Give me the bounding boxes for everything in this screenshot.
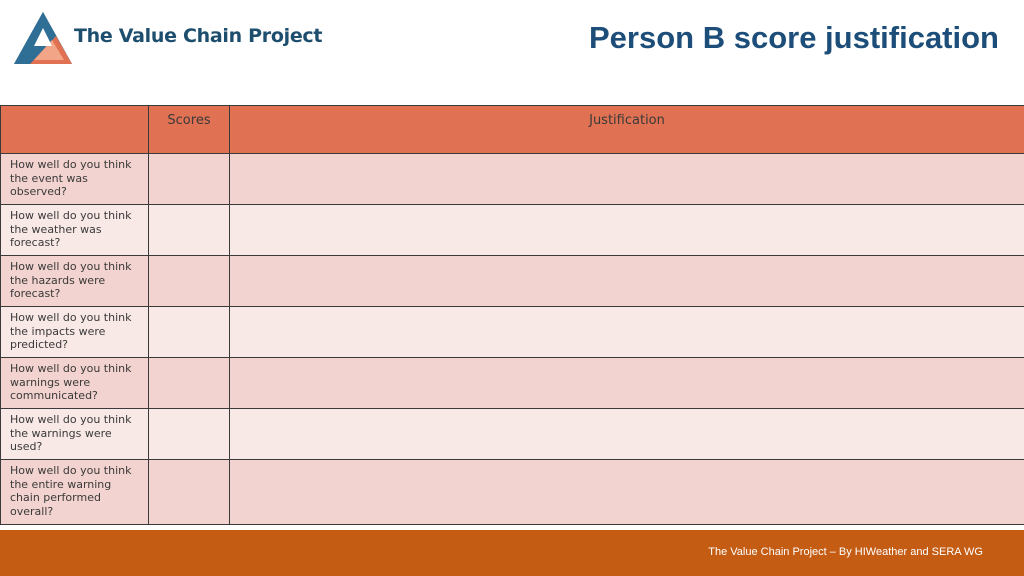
question-cell: How well do you think the hazards were f… [0, 255, 149, 307]
question-cell: How well do you think the event was obse… [0, 153, 149, 205]
justification-cell[interactable] [229, 204, 1024, 256]
question-cell: How well do you think the entire warning… [0, 459, 149, 525]
score-cell[interactable] [148, 459, 230, 525]
table-row: How well do you think the weather was fo… [0, 204, 1024, 256]
justification-cell[interactable] [229, 408, 1024, 460]
slide-title: Person B score justification [589, 20, 999, 55]
table-row: How well do you think the hazards were f… [0, 255, 1024, 307]
score-justification-table: Scores Justification How well do you thi… [0, 105, 1024, 525]
table-row: How well do you think the entire warning… [0, 459, 1024, 525]
question-cell: How well do you think warnings were comm… [0, 357, 149, 409]
question-cell: How well do you think the weather was fo… [0, 204, 149, 256]
score-cell[interactable] [148, 306, 230, 358]
table-row: How well do you think the impacts were p… [0, 306, 1024, 358]
brand-name: The Value Chain Project [74, 25, 323, 47]
value-chain-logo-icon [14, 12, 72, 64]
table-row: How well do you think the warnings were … [0, 408, 1024, 460]
question-column-header [0, 105, 149, 154]
table-row: How well do you think warnings were comm… [0, 357, 1024, 409]
justification-cell[interactable] [229, 306, 1024, 358]
score-cell[interactable] [148, 408, 230, 460]
score-cell[interactable] [148, 204, 230, 256]
table-row: How well do you think the event was obse… [0, 153, 1024, 205]
footer-bar: The Value Chain Project – By HIWeather a… [0, 530, 1024, 576]
question-cell: How well do you think the warnings were … [0, 408, 149, 460]
score-cell[interactable] [148, 357, 230, 409]
justification-cell[interactable] [229, 255, 1024, 307]
footer-text: The Value Chain Project – By HIWeather a… [708, 546, 983, 558]
score-cell[interactable] [148, 255, 230, 307]
question-cell: How well do you think the impacts were p… [0, 306, 149, 358]
scores-column-header: Scores [148, 105, 230, 154]
justification-cell[interactable] [229, 153, 1024, 205]
score-cell[interactable] [148, 153, 230, 205]
justification-column-header: Justification [229, 105, 1024, 154]
table-header-row: Scores Justification [0, 105, 1024, 154]
justification-cell[interactable] [229, 357, 1024, 409]
justification-cell[interactable] [229, 459, 1024, 525]
